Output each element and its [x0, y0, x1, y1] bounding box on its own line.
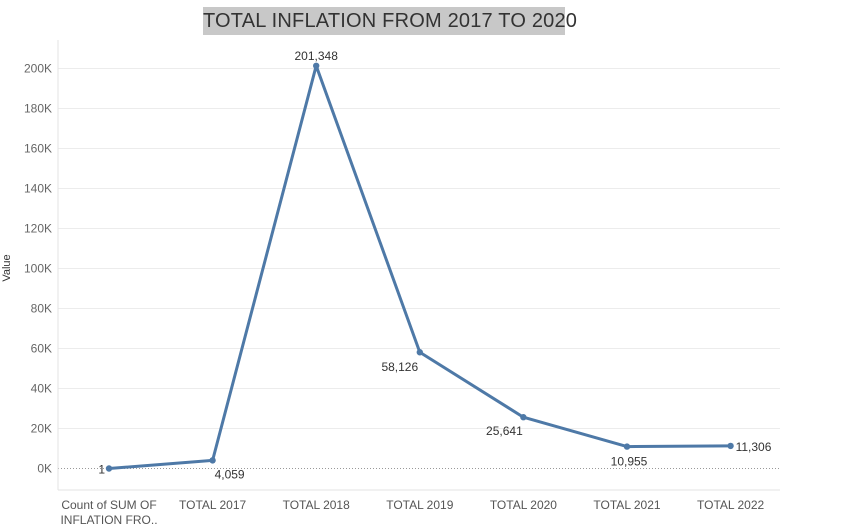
data-label: 10,955: [611, 455, 648, 469]
x-axis: Count of SUM OF INFLATION FRO.. TOTAL 2017…: [60, 498, 764, 527]
series-inflation: [105, 62, 734, 472]
y-tick-label: 180K: [24, 102, 52, 116]
x-tick-label: TOTAL 2019: [386, 498, 453, 512]
chart-title: TOTAL INFLATION FROM 2017 TO 2020: [203, 10, 578, 32]
data-point: [623, 443, 631, 450]
y-tick-label: 120K: [24, 222, 52, 236]
data-point: [209, 457, 216, 464]
x-tick-label: Count of SUM OF INFLATION FRO..: [60, 498, 157, 527]
data-label: 201,348: [295, 49, 339, 63]
y-tick-label: 140K: [24, 182, 52, 196]
x-tick-label: TOTAL 2017: [179, 498, 246, 512]
data-point: [520, 414, 527, 421]
data-point: [727, 442, 734, 450]
y-tick-label: 200K: [24, 62, 52, 76]
data-point: [105, 465, 113, 472]
y-tick-label: 80K: [31, 302, 52, 316]
y-tick-label: 100K: [24, 262, 52, 276]
y-tick-label: 20K: [31, 422, 52, 436]
y-tick-label: 60K: [31, 342, 52, 356]
x-tick-label: TOTAL 2018: [283, 498, 350, 512]
data-point: [416, 349, 423, 356]
data-label: 11,306: [736, 440, 772, 454]
x-tick-label: TOTAL 2022: [697, 498, 764, 512]
data-label: 1: [98, 462, 105, 476]
x-tick-label: TOTAL 2020: [490, 498, 557, 512]
data-label: 4,059: [215, 467, 245, 481]
series-line: [108, 64, 731, 470]
data-labels: 1 4,059 201,348 58,126 25,641 10,955 11,306: [98, 49, 771, 482]
y-axis: 0K 20K 40K 60K 80K 100K 120K 140K 160K 180K 200K: [24, 40, 780, 491]
y-axis-label: Value: [1, 254, 13, 281]
y-tick-label: 40K: [31, 382, 52, 396]
data-point: [313, 62, 320, 70]
y-tick-label: 160K: [24, 142, 52, 156]
data-label: 25,641: [486, 424, 523, 438]
y-tick-label: 0K: [37, 462, 52, 476]
chart-title-box: TOTAL INFLATION FROM 2017 TO 2020: [203, 7, 578, 35]
gridlines: [58, 68, 780, 469]
data-label: 58,126: [381, 360, 418, 374]
x-tick-label: TOTAL 2021: [593, 498, 660, 512]
